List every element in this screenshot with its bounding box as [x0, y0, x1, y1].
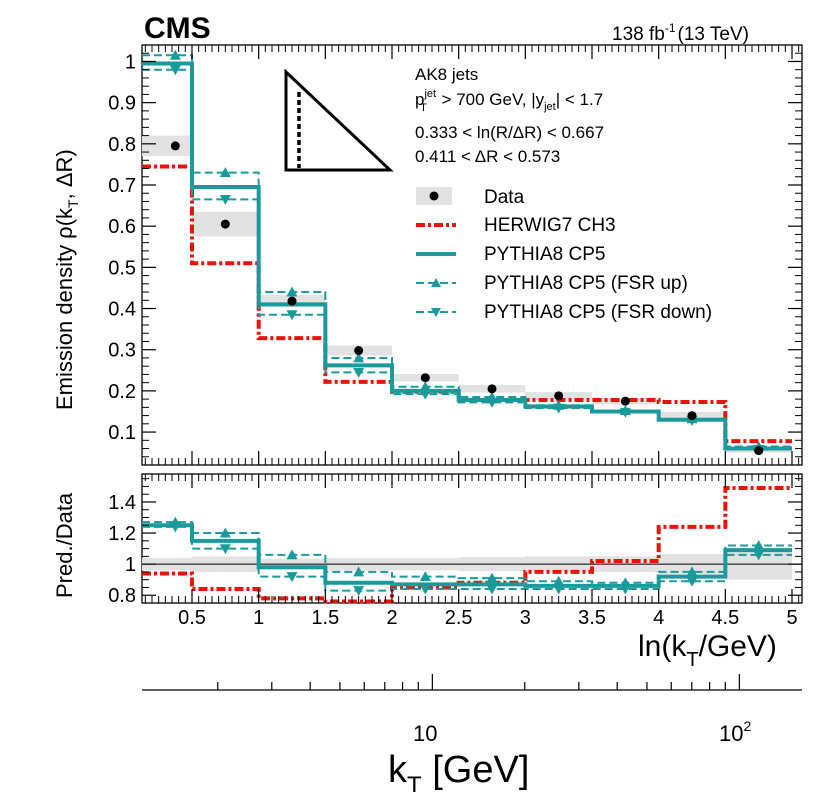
kt-axis-title: kT [GeV]: [388, 749, 529, 792]
ratio-pythia8-cp5-fsr-down-marker-6: [553, 584, 565, 595]
top-ytick-label-1: 0.2: [108, 381, 136, 403]
top-ytick-label-7: 0.8: [108, 134, 136, 156]
xtick-label-9: 5: [786, 607, 797, 629]
xtick-label-6: 3.5: [578, 607, 606, 629]
ratio-ylabel: Pred./Data: [52, 492, 77, 598]
data-point-8: [687, 411, 697, 421]
data-point-4: [420, 373, 430, 383]
top-ylabel: Emission density ρ(kT, ΔR): [52, 149, 81, 410]
ratio-pythia8-cp5-fsr-up-marker-8: [686, 566, 698, 577]
legend-data-marker: [429, 191, 439, 201]
series-pythia8-cp5-fsr-down-marker-6: [553, 403, 565, 414]
x-axis-title: ln(kT/GeV): [638, 630, 777, 671]
lnr-annotation: 0.333 < ln(R/ΔR) < 0.667: [415, 123, 604, 142]
kt-tick-label-10: 10: [413, 721, 437, 746]
ratio-ytick-label-3: 1.4: [108, 492, 136, 514]
series-pythia8-cp5-fsr-down-marker-4: [419, 389, 431, 400]
legend-label-fsr-down: PYTHIA8 CP5 (FSR down): [484, 302, 712, 323]
ratio-pythia8-cp5-fsr-down-marker-4: [419, 584, 431, 595]
top-ytick-label-3: 0.4: [108, 299, 136, 321]
data-point-3: [354, 346, 364, 356]
xtick-label-8: 4.5: [711, 607, 739, 629]
xtick-label-4: 2.5: [445, 607, 473, 629]
ratio-ytick-label-2: 1.2: [108, 523, 136, 545]
ratio-pythia8-cp5-fsr-up-marker-5: [486, 572, 498, 583]
xtick-label-5: 3: [520, 607, 531, 629]
ratio-pythia8-cp5-fsr-up-marker-1: [219, 527, 231, 538]
series-pythia8-cp5-fsr-up-marker-4: [419, 381, 431, 392]
ratio-pythia8-cp5-fsr-down-marker-3: [353, 586, 365, 597]
series-pythia8-cp5-fsr-down-marker-7: [619, 407, 631, 418]
series-pythia8-cp5-fsr-down-line: [142, 68, 792, 451]
top-ytick-label-6: 0.7: [108, 175, 136, 197]
series-pythia8-cp5-fsr-up-marker-1: [219, 167, 231, 178]
legend-fsr-down-marker: [431, 308, 441, 317]
ratio-pythia8-cp5-line: [142, 523, 792, 588]
ratio-pythia8-cp5-fsr-up-marker-9: [753, 539, 765, 550]
data-point-2: [287, 296, 297, 306]
top-ytick-label-9: 1: [125, 51, 136, 73]
ratio-pythia8-cp5-fsr-down-marker-9: [753, 550, 765, 561]
dr-annotation: 0.411 < ΔR < 0.573: [415, 147, 560, 166]
ratio-pythia8-cp5-fsr-up-line: [142, 521, 792, 584]
data-point-1: [220, 219, 230, 229]
series-pythia8-cp5-fsr-down-marker-5: [486, 398, 498, 408]
axes: 0.1 0.2 0.3 0.4 0.5 0.6 0.7 0.8 0.9 1 0.8 1 1.2 1.4 0.…: [108, 45, 802, 690]
top-ytick-label-8: 0.9: [108, 93, 136, 115]
top-ytick-label-0: 0.1: [108, 422, 136, 444]
ratio-ytick-label-0: 0.8: [108, 585, 136, 607]
legend-fsr-up-marker: [431, 278, 441, 287]
ratio-pythia8-cp5-fsr-down-marker-8: [686, 576, 698, 587]
series-pythia8-cp5-fsr-up-marker-2: [286, 286, 298, 297]
legend-label-fsr-up: PYTHIA8 CP5 (FSR up): [484, 273, 688, 294]
series-pythia8-cp5-fsr-down-marker-3: [353, 367, 365, 378]
top-ytick-label-5: 0.6: [108, 216, 136, 238]
top-ytick-label-2: 0.3: [108, 340, 136, 362]
legend-label-data: Data: [484, 187, 525, 208]
xtick-label-1: 1: [253, 607, 264, 629]
ratio-panel: [142, 485, 802, 604]
top-panel: [142, 49, 792, 456]
data-point-5: [487, 384, 497, 394]
series-pythia8-cp5-fsr-down-marker-0: [169, 65, 181, 76]
data-point-6: [554, 391, 564, 401]
ratio-pythia8-cp5-fsr-down-marker-5: [486, 584, 498, 595]
series-pythia8-cp5-fsr-up-marker-0: [169, 49, 181, 60]
ratio-ytick-label-1: 1: [125, 554, 136, 576]
lund-triangle-icon: [284, 68, 394, 172]
top-ytick-label-4: 0.5: [108, 257, 136, 279]
legend-label-pythia: PYTHIA8 CP5: [484, 244, 605, 265]
series-pythia8-cp5-fsr-down-marker-2: [286, 310, 298, 321]
legend-label-herwig: HERWIG7 CH3: [484, 215, 616, 236]
ratio-pythia8-cp5-fsr-up-marker-3: [353, 566, 365, 577]
ratio-pythia8-cp5-fsr-down-marker-0: [169, 522, 181, 533]
ratio-pythia8-cp5-fsr-down-marker-2: [286, 572, 298, 583]
ratio-pythia8-cp5-fsr-up-marker-6: [553, 575, 565, 586]
series-pythia8-cp5-fsr-up-marker-3: [353, 352, 365, 363]
legend: Data HERWIG7 CH3 PYTHIA8 CP5 PYTHIA8 CP5…: [416, 187, 712, 323]
pt-cut-annotation: pjet T > 700 GeV, |yjet| < 1.7: [415, 88, 603, 114]
ratio-pythia8-cp5-fsr-up-marker-4: [419, 571, 431, 581]
xtick-label-2: 1.5: [311, 607, 339, 629]
data-point-0: [170, 141, 180, 151]
experiment-label: CMS: [144, 12, 211, 45]
ratio-pythia8-cp5-fsr-down-marker-7: [619, 584, 631, 595]
ratio-pythia8-cp5-fsr-down-marker-1: [219, 544, 231, 555]
data-point-9: [754, 446, 764, 456]
luminosity-label: 138 fb-1 (13 TeV): [612, 21, 749, 45]
jets-annotation: AK8 jets: [415, 65, 478, 84]
xtick-label-3: 2: [386, 607, 397, 629]
xtick-label-7: 4: [653, 607, 664, 629]
kt-tick-label-100: 102: [719, 718, 751, 746]
xtick-label-0: 0.5: [178, 607, 206, 629]
series-pythia8-cp5-fsr-down-marker-1: [219, 195, 231, 205]
data-point-7: [620, 396, 630, 406]
ratio-pythia8-cp5-fsr-up-marker-2: [286, 549, 298, 560]
data-uncertainty-box-0: [142, 135, 192, 157]
